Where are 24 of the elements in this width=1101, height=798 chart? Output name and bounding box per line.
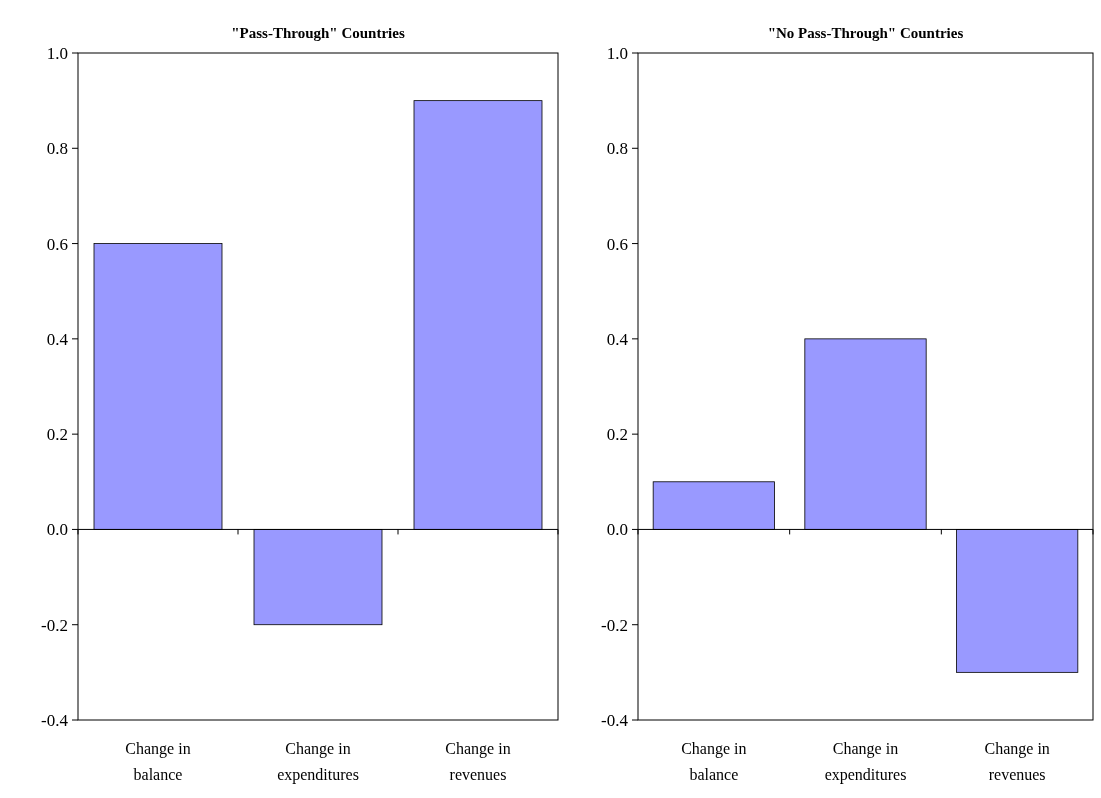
y-tick-label: -0.4 <box>601 710 629 730</box>
y-tick-label: 1.0 <box>606 43 628 63</box>
chart-title: "Pass-Through" Countries <box>231 25 405 41</box>
x-tick-label: Change in expenditures <box>824 740 907 784</box>
y-tick-label: 0.4 <box>606 329 629 349</box>
x-tick-label: Change in expenditures <box>277 740 359 784</box>
y-tick-label: 0.2 <box>46 425 68 445</box>
x-tick-label: Change in revenues <box>984 740 1050 783</box>
y-tick-label: 1.0 <box>46 43 68 63</box>
y-tick-label: 0.2 <box>606 425 628 445</box>
y-tick-label: 0.6 <box>46 234 68 254</box>
y-tick-label: -0.2 <box>601 615 628 635</box>
y-tick-label: 0.8 <box>606 139 628 159</box>
x-tick-label: Change in balance <box>125 740 191 783</box>
y-tick-label: 0.6 <box>606 234 628 254</box>
y-tick-label: 0.0 <box>606 520 628 540</box>
y-tick-label: 0.0 <box>46 520 68 540</box>
y-tick-label: -0.2 <box>41 615 68 635</box>
y-tick-label: 0.4 <box>46 329 69 349</box>
y-tick-label: 0.8 <box>46 139 68 159</box>
chart-title: "No Pass-Through" Countries <box>767 25 964 41</box>
x-tick-label: Change in revenues <box>445 740 511 783</box>
x-tick-label: Change in balance <box>681 740 747 783</box>
y-tick-label: -0.4 <box>41 710 69 730</box>
